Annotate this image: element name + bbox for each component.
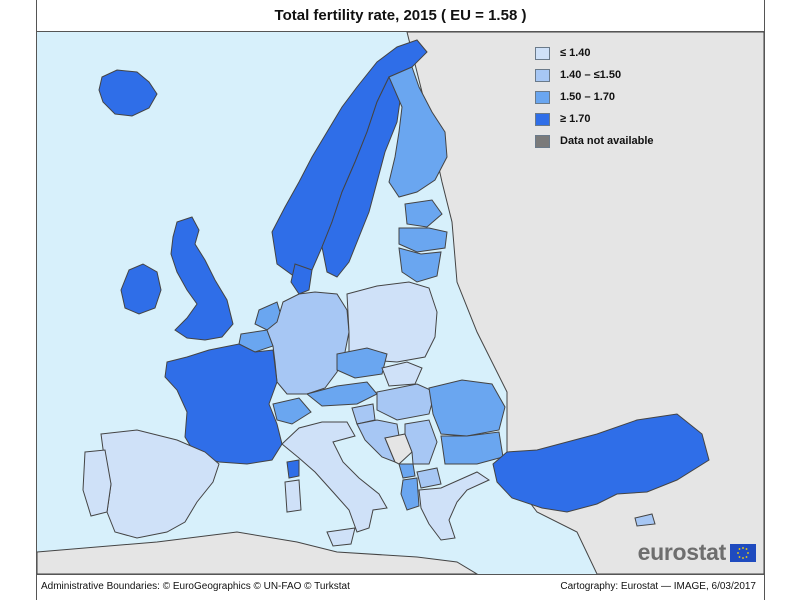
country-hungary xyxy=(376,383,436,421)
country-cyprus xyxy=(634,513,656,527)
legend-swatch xyxy=(535,46,550,60)
country-portugal xyxy=(82,449,112,517)
country-sweden xyxy=(321,76,403,278)
country-greece xyxy=(418,471,491,541)
legend-item: 1.40 – ≤1.50 xyxy=(535,64,654,86)
country-belgium xyxy=(238,329,274,353)
country-finland xyxy=(388,66,448,198)
footer-attribution: Administrative Boundaries: © EuroGeograp… xyxy=(41,581,350,592)
country-estonia xyxy=(404,199,443,228)
country-lithuania xyxy=(398,247,442,283)
country-denmark xyxy=(290,263,313,295)
footer-cartography: Cartography: Eurostat — IMAGE, 6/03/2017 xyxy=(560,581,756,592)
legend-label: 1.40 – ≤1.50 xyxy=(560,69,622,81)
legend-label: Data not available xyxy=(560,135,654,147)
country-czechia xyxy=(336,347,388,379)
country-serbia xyxy=(404,419,438,465)
legend-item: ≥ 1.70 xyxy=(535,108,654,130)
logo-text: eurostat xyxy=(637,539,727,565)
country-slovakia xyxy=(381,361,423,387)
country-uk xyxy=(170,216,234,341)
legend-swatch xyxy=(535,112,550,126)
country-latvia xyxy=(398,227,448,253)
country-montenegro xyxy=(398,463,416,479)
legend-label: ≤ 1.40 xyxy=(560,47,591,59)
country-switzerland xyxy=(272,397,312,425)
map-area: ≤ 1.40 1.40 – ≤1.50 1.50 – 1.70 ≥ 1.70 Data … xyxy=(37,32,764,575)
country-italy-sardinia xyxy=(284,479,302,513)
eurostat-logo: eurostat xyxy=(638,539,756,566)
legend-swatch xyxy=(535,68,550,82)
legend-item: ≤ 1.40 xyxy=(535,42,654,64)
country-albania xyxy=(400,477,420,511)
legend-item: Data not available xyxy=(535,130,654,152)
country-bosnia xyxy=(384,433,413,465)
map-title: Total fertility rate, 2015 ( EU = 1.58 ) xyxy=(37,0,764,32)
country-italy xyxy=(281,421,388,533)
country-romania xyxy=(428,379,506,437)
country-iceland xyxy=(98,69,158,117)
country-italy-sicily xyxy=(326,527,356,547)
legend-item: 1.50 – 1.70 xyxy=(535,86,654,108)
country-ireland xyxy=(120,263,162,315)
legend: ≤ 1.40 1.40 – ≤1.50 1.50 – 1.70 ≥ 1.70 Data … xyxy=(535,42,654,152)
country-poland xyxy=(346,281,438,363)
country-bulgaria xyxy=(440,431,504,465)
legend-swatch xyxy=(535,90,550,104)
country-germany xyxy=(266,291,350,395)
eu-flag-icon xyxy=(730,543,756,562)
map-frame: Total fertility rate, 2015 ( EU = 1.58 ) xyxy=(36,0,765,600)
country-north-macedonia xyxy=(416,467,442,489)
country-turkey xyxy=(492,413,710,513)
legend-label: 1.50 – 1.70 xyxy=(560,91,616,103)
legend-swatch xyxy=(535,134,550,148)
country-france-corsica xyxy=(286,459,300,479)
europe-map xyxy=(37,32,764,574)
land-north-africa xyxy=(37,531,478,574)
legend-label: ≥ 1.70 xyxy=(560,113,591,125)
